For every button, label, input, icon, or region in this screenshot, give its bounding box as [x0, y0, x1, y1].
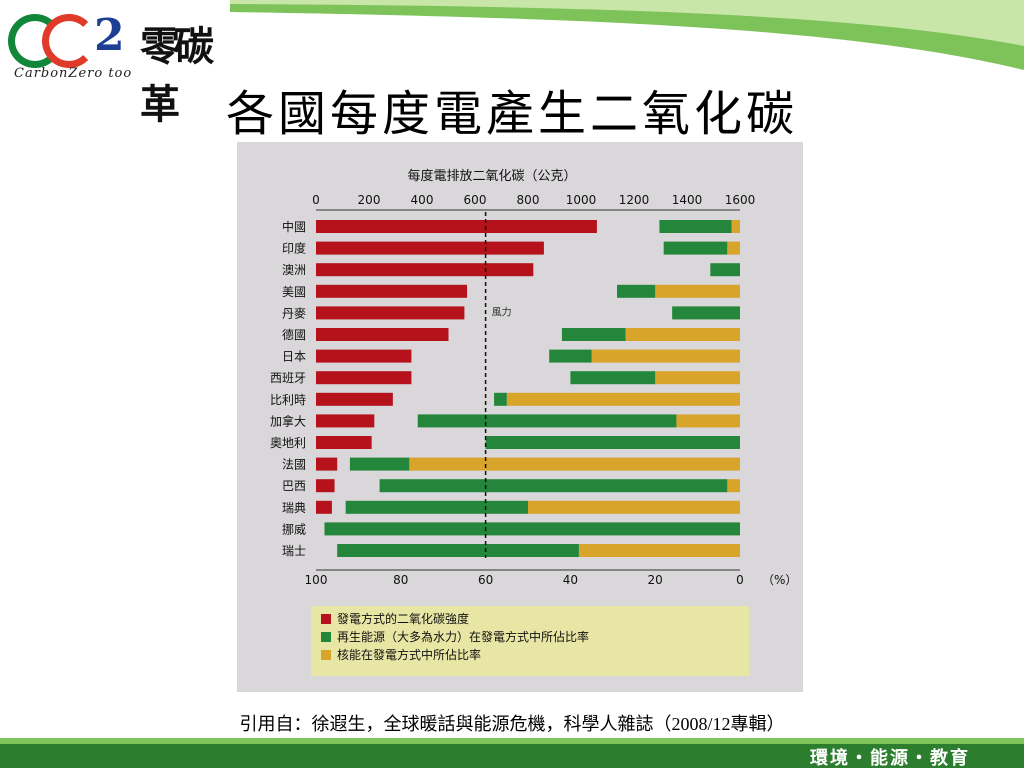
renewable-share-bar — [345, 500, 528, 514]
citation-text: 引用自：徐遐生，全球暖話與能源危機，科學人雜誌（2008/12專輯） — [239, 714, 785, 734]
category-label: 瑞典 — [282, 501, 306, 515]
nuclear-share-bar — [655, 284, 740, 298]
nuclear-share-bar — [506, 392, 740, 406]
bottom-axis-tick-label: 60 — [478, 573, 493, 587]
page-title: 各國每度電產生二氧化碳 — [225, 86, 798, 142]
nuclear-share-bar — [578, 544, 740, 557]
legend-swatch — [321, 614, 331, 624]
co2-intensity-bar — [316, 414, 375, 428]
category-label: 中國 — [282, 219, 306, 234]
category-label: 瑞士 — [282, 544, 306, 558]
co2-intensity-bar — [316, 284, 468, 298]
top-axis-tick-label: 1400 — [672, 193, 703, 207]
top-axis-tick-label: 1200 — [619, 193, 650, 207]
nuclear-share-bar — [727, 241, 740, 255]
category-label: 印度 — [282, 241, 306, 256]
nuclear-share-bar — [625, 328, 740, 341]
co2-intensity-bar — [316, 500, 332, 514]
co2-intensity-bar — [316, 306, 465, 320]
renewable-share-bar — [349, 457, 410, 471]
nuclear-share-bar — [676, 414, 740, 428]
category-label: 加拿大 — [270, 413, 306, 428]
category-label: 奧地利 — [270, 436, 306, 450]
renewable-share-bar — [337, 544, 579, 557]
category-label: 美國 — [282, 285, 306, 299]
category-label: 丹麥 — [282, 306, 306, 320]
logo-digit: 2 — [94, 10, 125, 61]
legend-label: 發電方式的二氧化碳強度 — [337, 611, 469, 626]
legend-swatch — [321, 632, 331, 642]
renewable-share-bar — [324, 522, 740, 536]
co2-intensity-bar — [316, 457, 338, 471]
legend-box — [311, 606, 749, 676]
top-decorative-band — [0, 0, 1024, 70]
nuclear-share-bar — [591, 349, 740, 363]
top-axis-tick-label: 800 — [517, 193, 540, 207]
bottom-axis-tick-label: 40 — [563, 573, 578, 587]
bottom-axis-tick-label: 100 — [305, 573, 328, 587]
logo-red-ring — [42, 14, 96, 68]
co2-intensity-bar — [316, 349, 412, 363]
co2-intensity-bar — [316, 241, 544, 255]
logo-green-ring — [8, 14, 62, 68]
co2-intensity-bar — [316, 479, 335, 493]
co2-chart: 每度電排放二氧化碳（公克）0 200 400 600 800 1000 1200 1400 16… — [270, 168, 797, 676]
renewable-share-bar — [549, 349, 592, 363]
co2-intensity-bar — [316, 392, 393, 406]
chart-photo: 每度電排放二氧化碳（公克） 0 200 400 600 800 1000 1200 1400 16… — [237, 142, 803, 692]
nuclear-share-bar — [528, 500, 740, 514]
wind-annotation: 風力 — [492, 305, 512, 318]
category-label: 比利時 — [270, 393, 306, 407]
legend-label: 核能在發電方式中所佔比率 — [337, 647, 481, 662]
category-label: 法國 — [282, 458, 306, 472]
bottom-axis-unit: （%） — [762, 573, 797, 587]
top-axis-tick-label: 400 — [411, 193, 434, 207]
bottom-axis-tick-label: 20 — [648, 573, 663, 587]
logo-chinese-text: 零碳革 — [140, 23, 214, 128]
nuclear-share-bar — [655, 371, 740, 385]
nuclear-share-bar — [409, 457, 740, 471]
renewable-share-bar — [485, 436, 740, 449]
co2-intensity-bar — [316, 371, 412, 385]
category-label: 巴西 — [282, 479, 306, 493]
top-axis-tick-label: 1000 — [566, 193, 597, 207]
renewable-share-bar — [494, 392, 507, 406]
category-label: 德國 — [282, 327, 306, 342]
top-axis-tick-label: 600 — [464, 193, 487, 207]
legend-label: 再生能源（大多為水力）在發電方式中所佔比率 — [337, 629, 589, 644]
top-axis-tick-label: 1600 — [725, 193, 756, 207]
footer-text: 環境・能源・教育 — [810, 748, 970, 769]
top-axis-tick-label: 200 — [358, 193, 381, 207]
category-label: 挪威 — [282, 522, 306, 536]
bottom-axis-tick-label: 0 — [736, 573, 744, 587]
logo-english-text: CarbonZero too — [14, 66, 133, 81]
renewable-share-bar — [659, 220, 732, 233]
co2-intensity-bar — [316, 436, 372, 449]
renewable-share-bar — [379, 479, 728, 493]
footer-band: 環境・能源・教育 — [0, 738, 1024, 769]
renewable-share-bar — [570, 371, 656, 385]
green-swoosh-graphic — [230, 0, 1024, 70]
renewable-share-bar — [617, 284, 656, 298]
chart-title: 每度電排放二氧化碳（公克） — [407, 168, 576, 184]
legend-swatch — [321, 650, 331, 660]
co2-intensity-bar — [316, 263, 534, 277]
renewable-share-bar — [417, 414, 677, 428]
category-label: 日本 — [282, 350, 306, 364]
co2-intensity-bar — [316, 220, 597, 233]
bottom-axis-tick-label: 80 — [393, 573, 408, 587]
co2-zero-logo: 2 零碳革 CarbonZero too — [8, 8, 214, 128]
renewable-share-bar — [561, 328, 626, 341]
nuclear-share-bar — [731, 220, 740, 233]
top-axis-tick-label: 0 — [312, 193, 320, 207]
co2-intensity-bar — [316, 328, 449, 341]
renewable-share-bar — [663, 241, 728, 255]
category-label: 澳洲 — [282, 263, 306, 277]
category-label: 西班牙 — [270, 371, 306, 385]
renewable-share-bar — [672, 306, 740, 320]
nuclear-share-bar — [727, 479, 740, 493]
renewable-share-bar — [710, 263, 740, 277]
